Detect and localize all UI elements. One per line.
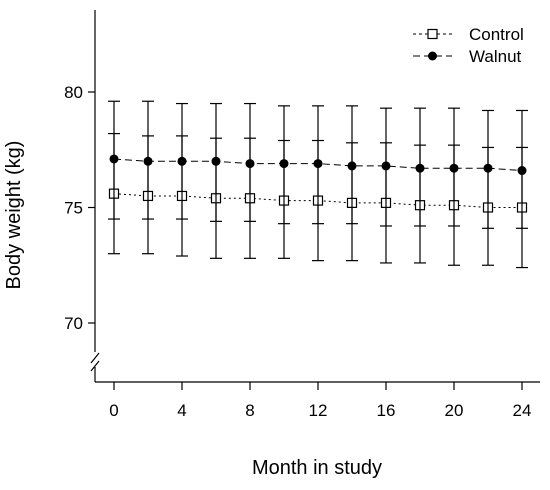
data-point [279,159,289,169]
data-point [177,156,187,166]
y-axis-break-mark [90,360,100,372]
legend-item-walnut: Walnut [413,47,522,66]
data-point [517,166,527,176]
data-layer [108,100,528,269]
legend-label: Control [469,25,524,44]
y-tick-label: 80 [64,83,83,102]
y-axis-title: Body weight (kg) [3,141,25,290]
y-tick-label: 70 [64,314,83,333]
x-tick-label: 4 [177,401,186,420]
x-tick-label: 8 [245,401,254,420]
data-point [381,161,391,171]
axes-layer: 70 75 80 0 4 8 12 16 20 24 [64,10,540,420]
data-point [211,156,221,166]
x-tick-label: 12 [309,401,328,420]
data-point [483,163,493,173]
x-tick-label: 20 [445,401,464,420]
x-axis-title: Month in study [252,457,382,479]
data-point [347,161,357,171]
series-walnut [108,100,528,229]
data-point [143,156,153,166]
y-axis-break-mark [90,352,100,364]
legend-marker [428,51,437,61]
x-tick-label: 24 [513,401,532,420]
data-point [415,163,425,173]
y-tick-label: 75 [64,199,83,218]
data-point [109,154,119,164]
data-point [313,159,323,169]
x-tick-label: 0 [109,401,118,420]
legend: Control Walnut [413,25,524,66]
legend-item-control: Control [413,25,524,44]
data-point [245,159,255,169]
x-tick-label: 16 [377,401,396,420]
legend-marker [427,28,438,40]
legend-label: Walnut [469,47,522,66]
data-point [449,163,459,173]
